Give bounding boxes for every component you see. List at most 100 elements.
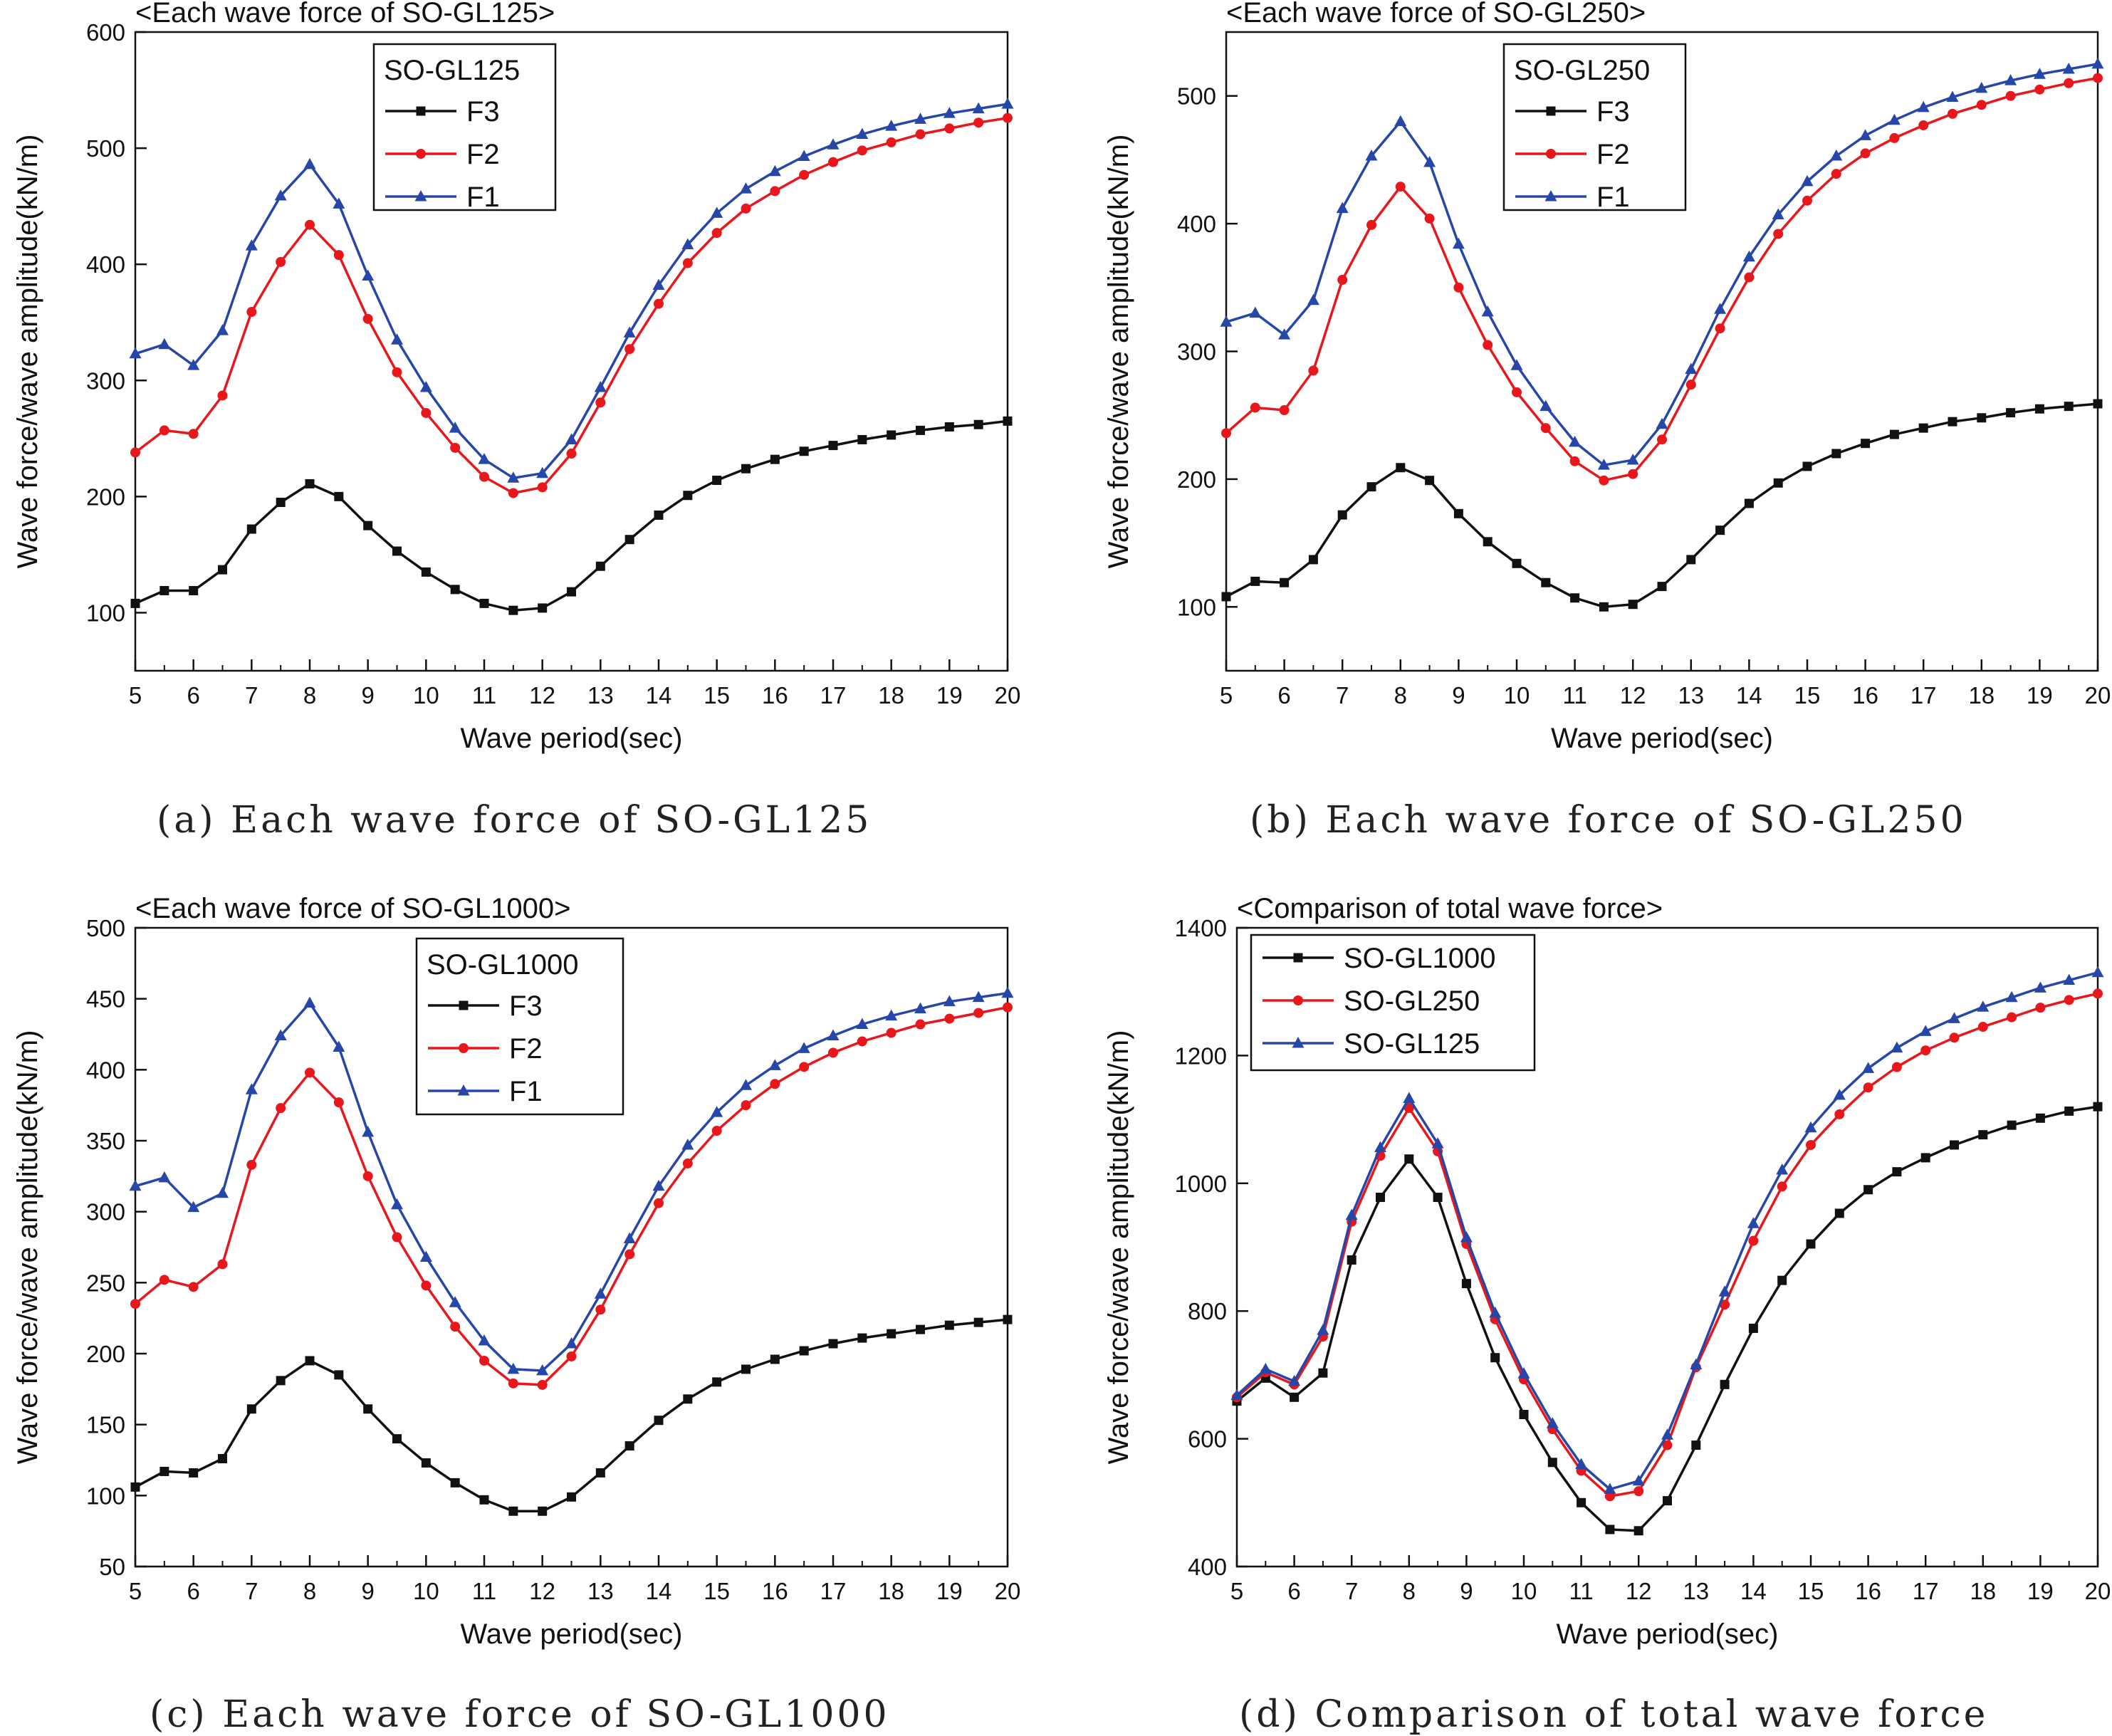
x-tick-label: 11 (1569, 1578, 1593, 1604)
data-point (654, 1198, 664, 1208)
data-point (741, 203, 751, 214)
y-tick-label: 300 (86, 1199, 125, 1225)
data-point (2091, 57, 2104, 69)
data-point (2007, 1012, 2017, 1023)
data-point (652, 1179, 665, 1191)
data-point (1948, 1012, 1960, 1023)
legend-label: F3 (1596, 96, 1630, 127)
data-point (1599, 602, 1609, 612)
series-f3 (130, 416, 1013, 615)
data-point (886, 137, 896, 147)
data-point (362, 1171, 373, 1181)
data-point (799, 1062, 810, 1072)
data-point (1403, 1092, 1416, 1103)
legend-label: F1 (509, 1076, 543, 1107)
y-axis-label: Wave force/wave amplitude(kN/m) (12, 1030, 43, 1465)
data-point (799, 169, 810, 180)
data-point (1001, 98, 1014, 109)
data-point (623, 326, 636, 338)
data-point (1365, 150, 1378, 161)
data-point (595, 397, 606, 408)
data-point (1691, 1440, 1701, 1450)
data-point (1833, 1089, 1846, 1100)
legend-marker (1544, 190, 1557, 202)
y-axis-label: Wave force/wave amplitude(kN/m) (1103, 1030, 1134, 1465)
legend-label: F3 (466, 96, 500, 127)
x-tick-label: 13 (1683, 1578, 1709, 1604)
data-point (2064, 78, 2074, 88)
data-point (538, 603, 548, 613)
data-point (218, 565, 227, 575)
data-point (1748, 1235, 1759, 1246)
data-point (1891, 1062, 1902, 1072)
data-point (419, 1250, 432, 1262)
y-tick-label: 200 (86, 483, 125, 510)
data-point (1569, 456, 1580, 466)
data-point (1345, 1208, 1358, 1220)
data-point (1003, 113, 1013, 123)
data-point (1920, 1045, 1931, 1056)
x-tick-label: 5 (129, 1578, 142, 1604)
data-point (479, 598, 489, 608)
data-point (538, 1506, 548, 1516)
data-point (857, 1333, 867, 1343)
data-point (768, 1059, 781, 1070)
data-point (1490, 1353, 1500, 1363)
legend-marker (416, 106, 426, 116)
data-point (1772, 208, 1784, 220)
data-point (973, 419, 983, 429)
x-tick-label: 8 (1403, 1578, 1416, 1604)
data-point (1863, 1185, 1873, 1195)
data-point (392, 367, 402, 377)
data-point (130, 447, 140, 458)
data-point (216, 324, 229, 335)
x-tick-label: 18 (1968, 682, 1995, 708)
data-point (1308, 555, 1318, 565)
data-point (362, 1126, 375, 1137)
data-point (508, 1506, 518, 1516)
data-point (2035, 1003, 2046, 1013)
legend-marker (457, 1084, 470, 1096)
data-point (303, 157, 316, 169)
data-point (421, 1458, 431, 1468)
legend: SO-GL250 F3 F2 F1 (1502, 43, 1687, 213)
data-point (1949, 1032, 1960, 1043)
data-point (944, 1013, 955, 1024)
data-point (333, 1040, 345, 1052)
data-point (944, 123, 955, 134)
data-point (130, 1299, 140, 1309)
data-point (973, 117, 984, 128)
data-point (856, 1018, 869, 1030)
y-tick-label: 300 (1177, 339, 1216, 365)
data-point (333, 197, 345, 209)
legend: SO-GL125 F3 F2 F1 (372, 43, 557, 213)
data-point (973, 1317, 983, 1327)
legend-marker (416, 149, 426, 159)
data-point (711, 1106, 723, 1117)
data-point (856, 127, 869, 140)
data-point (683, 491, 693, 501)
data-point (595, 561, 605, 571)
data-point (1337, 510, 1347, 520)
series-line (135, 1318, 1008, 1513)
data-point (2004, 74, 2017, 85)
data-point (1003, 1002, 1013, 1013)
data-point (828, 441, 838, 451)
data-point (1859, 129, 1872, 140)
data-point (799, 1346, 809, 1356)
data-point (246, 524, 256, 534)
data-point (681, 238, 694, 249)
legend-marker (1292, 1037, 1305, 1048)
data-point (1950, 1140, 1959, 1150)
x-tick-label: 12 (1620, 682, 1646, 708)
x-tick-label: 14 (646, 1578, 672, 1604)
data-point (362, 313, 373, 324)
data-point (741, 464, 751, 474)
data-point (2093, 1102, 2103, 1112)
data-point (741, 1364, 751, 1374)
data-point (1431, 1137, 1444, 1149)
legend: SO-GL1000 F3 F2 F1 (415, 937, 624, 1116)
data-point (2035, 1113, 2045, 1123)
data-point (421, 1280, 432, 1291)
data-point (711, 228, 722, 239)
